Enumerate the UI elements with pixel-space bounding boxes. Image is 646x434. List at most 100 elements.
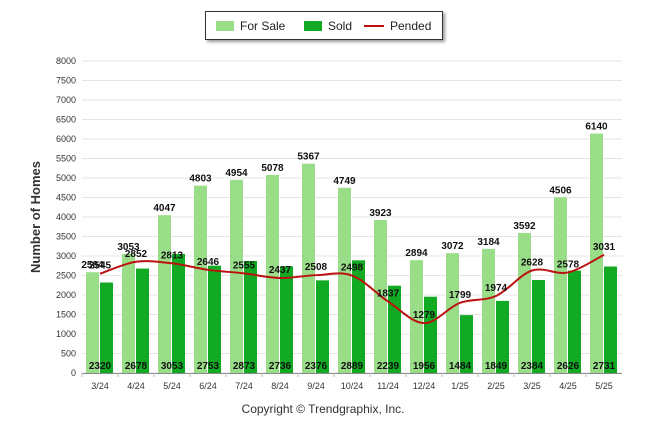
x-tick-label: 10/24: [341, 381, 364, 391]
y-tick-label: 500: [61, 349, 76, 359]
y-tick-label: 0: [71, 368, 76, 378]
for-sale-value-label: 4506: [549, 185, 572, 196]
for-sale-bar: [230, 179, 243, 373]
for-sale-value-label: 4803: [189, 174, 212, 185]
pended-value-label: 2555: [233, 260, 256, 271]
sold-value-label: 2873: [233, 361, 256, 372]
pended-value-label: 2646: [197, 257, 220, 268]
x-tick-label: 11/24: [377, 381, 399, 391]
x-tick-label: 7/24: [235, 381, 253, 391]
pended-value-label: 2813: [161, 250, 184, 261]
for-sale-value-label: 4047: [153, 203, 176, 214]
x-tick-label: 12/24: [413, 381, 436, 391]
x-tick-label: 5/25: [595, 381, 613, 391]
for-sale-bar: [266, 174, 279, 373]
for-sale-bar: [194, 185, 207, 373]
sold-value-label: 2731: [593, 361, 616, 372]
sold-value-label: 2753: [197, 361, 220, 372]
sold-bar: [316, 280, 329, 373]
legend-label-sold: Sold: [328, 19, 353, 33]
pended-value-label: 2852: [125, 249, 148, 260]
for-sale-value-label: 3592: [513, 221, 536, 232]
pended-value-label: 3031: [593, 242, 616, 253]
y-tick-label: 5500: [56, 154, 76, 164]
pended-value-label: 2628: [521, 258, 544, 269]
for-sale-bar: [302, 163, 315, 373]
legend: For Sale Sold Pended: [205, 11, 443, 40]
for-sale-bar: [158, 215, 171, 373]
for-sale-value-label: 4749: [333, 176, 356, 187]
for-sale-value-label: 5367: [297, 152, 320, 163]
for-sale-bar: [410, 260, 423, 373]
copyright: Copyright © Trendgraphix, Inc.: [241, 402, 405, 416]
y-tick-label: 6500: [56, 115, 76, 125]
for-sale-value-label: 3053: [117, 242, 140, 253]
for-sale-bar: [122, 253, 135, 373]
sold-value-label: 2376: [305, 361, 328, 372]
for-sale-bar: [518, 232, 531, 373]
for-sale-bar: [338, 187, 351, 373]
for-sale-bar: [86, 272, 99, 373]
legend-label-pended: Pended: [390, 19, 432, 33]
y-tick-label: 7500: [56, 76, 76, 86]
sold-bar: [496, 300, 509, 373]
pended-value-label: 2437: [269, 265, 292, 276]
sold-value-label: 2626: [557, 361, 580, 372]
pended-value-label: 1974: [485, 283, 508, 294]
sold-bar: [424, 296, 437, 373]
x-tick-label: 1/25: [451, 381, 469, 391]
for-sale-value-label: 3184: [477, 237, 500, 248]
for-sale-value-label: 3072: [441, 241, 464, 252]
for-sale-bar: [590, 133, 603, 373]
pended-value-label: 2545: [89, 261, 112, 272]
for-sale-value-label: 4954: [225, 168, 248, 179]
sold-value-label: 2320: [89, 361, 112, 372]
for-sale-value-label: 5078: [261, 163, 284, 174]
sold-bar: [208, 265, 221, 373]
x-tick-label: 5/24: [163, 381, 181, 391]
pended-value-label: 1837: [377, 288, 400, 299]
x-tick-label: 2/25: [487, 381, 505, 391]
for-sale-value-label: 2584: [81, 260, 104, 271]
y-axis-label: Number of Homes: [28, 161, 43, 273]
y-tick-label: 7000: [56, 95, 76, 105]
y-tick-label: 4000: [56, 212, 76, 222]
sold-bar: [460, 315, 473, 373]
sold-bar: [280, 266, 293, 373]
sold-bar: [532, 280, 545, 373]
pended-series-line: [99, 253, 605, 325]
x-tick-label: 4/25: [559, 381, 577, 391]
axes: 0 500 1000 1500 2000 2500 3000 3500 4000 4500 5000…: [56, 56, 622, 391]
pended-line: [99, 253, 605, 325]
x-tick-label: 6/24: [199, 381, 217, 391]
pended-value-label: 2578: [557, 259, 580, 270]
sold-value-label: 1849: [485, 361, 508, 372]
y-tick-label: 2500: [56, 271, 76, 281]
for-sale-value-label: 2894: [405, 248, 428, 259]
x-tick-label: 3/24: [91, 381, 109, 391]
sold-value-label: 1956: [413, 361, 436, 372]
for-sale-bar: [482, 248, 495, 373]
y-tick-label: 1000: [56, 329, 76, 339]
for-sale-bar: [554, 197, 567, 373]
pended-value-label: 2508: [305, 262, 328, 273]
legend-label-for-sale: For Sale: [240, 19, 286, 33]
for-sale-swatch: [216, 21, 234, 31]
sold-bar: [136, 268, 149, 373]
y-tick-label: 6000: [56, 134, 76, 144]
sold-bar: [244, 260, 257, 373]
pended-value-label: 1279: [413, 310, 436, 321]
sold-value-label: 2889: [341, 361, 364, 372]
y-tick-label: 8000: [56, 56, 76, 66]
x-tick-label: 3/25: [523, 381, 541, 391]
y-tick-label: 3500: [56, 232, 76, 242]
x-tick-label: 9/24: [307, 381, 325, 391]
pended-value-label: 2498: [341, 263, 364, 274]
sold-swatch: [304, 21, 322, 31]
sold-value-label: 1484: [449, 361, 472, 372]
sold-bar: [604, 266, 617, 373]
for-sale-bar: [446, 253, 459, 373]
bars: [86, 133, 617, 373]
sold-bar: [568, 270, 581, 373]
